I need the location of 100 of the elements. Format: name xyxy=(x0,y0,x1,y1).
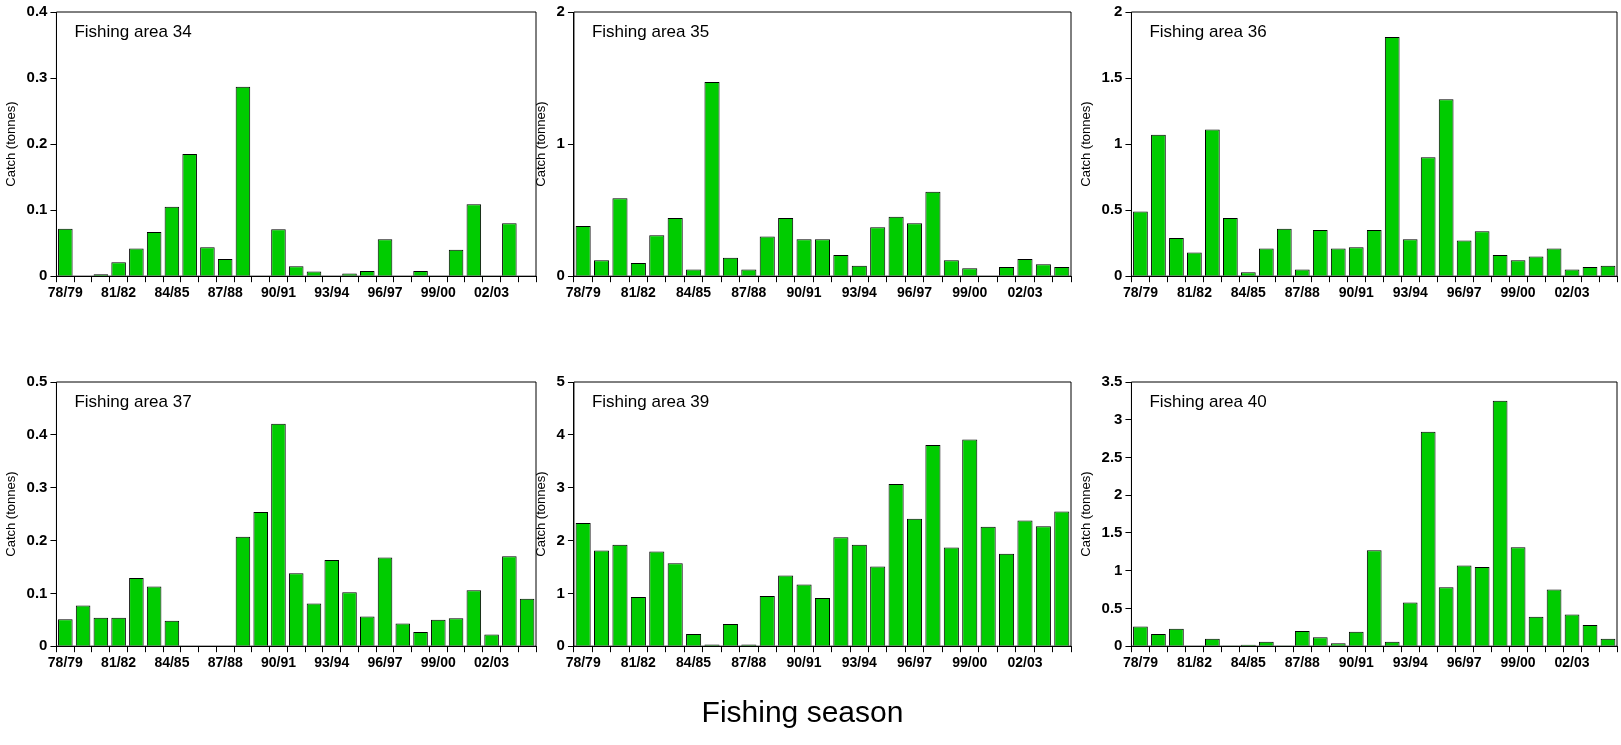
y-tick-label: 0 xyxy=(39,636,48,654)
y-axis-title: Catch (tonnes) xyxy=(533,101,549,187)
x-tick-label: 78/79 xyxy=(1122,284,1159,301)
x-tick-label: 78/79 xyxy=(1122,654,1159,671)
y-axis-title: Catch (tonnes) xyxy=(533,471,549,557)
x-tick-label: 93/94 xyxy=(841,284,878,301)
y-tick-label: 2.5 xyxy=(1101,447,1123,465)
x-tick-label: 90/91 xyxy=(1338,284,1374,301)
x-tick-label: 87/88 xyxy=(207,284,243,301)
y-tick-label: 0.1 xyxy=(26,583,48,601)
x-tick-label: 84/85 xyxy=(676,284,712,301)
y-tick-label: 3 xyxy=(556,477,565,495)
x-tick-label: 84/85 xyxy=(676,654,712,671)
text: Fishing area 35 xyxy=(591,22,710,42)
x-tick-label: 99/00 xyxy=(1500,284,1536,301)
x-tick-label: 81/82 xyxy=(620,284,657,301)
x-tick-label: 96/97 xyxy=(367,654,403,671)
y-tick-label: 0.5 xyxy=(1101,598,1123,616)
y-tick-label: 3 xyxy=(1114,409,1123,427)
x-tick-label: 99/00 xyxy=(952,284,988,301)
text: Fishing area 34 xyxy=(74,22,192,42)
x-tick-label: 02/03 xyxy=(1007,654,1043,671)
y-tick-label: 0 xyxy=(1114,636,1123,654)
y-tick-label: 2 xyxy=(556,2,565,20)
y-tick-label: 1 xyxy=(556,134,565,152)
x-tick-label: 02/03 xyxy=(474,654,510,671)
y-axis-title: Catch (tonnes) xyxy=(1078,471,1094,557)
y-tick-label: 0 xyxy=(1114,266,1123,284)
text: Fishing area 36 xyxy=(1149,22,1267,42)
y-tick-label: 0.5 xyxy=(1101,200,1123,218)
x-tick-label: 93/94 xyxy=(1392,284,1428,301)
y-tick-label: 1 xyxy=(556,583,565,601)
x-tick-label: 87/88 xyxy=(207,654,243,671)
text: Fishing area 39 xyxy=(591,392,710,412)
text: Fishing area 37 xyxy=(74,392,192,412)
y-tick-label: 0.2 xyxy=(26,530,48,548)
x-tick-label: 99/00 xyxy=(420,284,457,301)
text: Fishing area 40 xyxy=(1149,392,1267,412)
x-tick-label: 78/79 xyxy=(565,284,601,301)
y-tick-label: 0.1 xyxy=(26,200,48,218)
x-tick-label: 90/91 xyxy=(786,284,822,301)
x-tick-label: 99/00 xyxy=(1500,654,1536,671)
y-tick-label: 4 xyxy=(556,424,566,442)
x-tick-label: 84/85 xyxy=(1230,284,1267,301)
y-tick-label: 0.3 xyxy=(26,68,48,86)
x-tick-label: 93/94 xyxy=(314,654,350,671)
x-tick-label: 96/97 xyxy=(897,284,933,301)
x-tick-label: 93/94 xyxy=(1392,654,1428,671)
x-tick-label: 81/82 xyxy=(1176,654,1213,671)
y-axis-title: Catch (tonnes) xyxy=(1078,101,1094,187)
y-tick-label: 0.2 xyxy=(26,134,48,152)
x-tick-label: 93/94 xyxy=(314,284,350,301)
x-tick-label: 81/82 xyxy=(620,654,657,671)
y-axis-title: Catch (tonnes) xyxy=(3,101,19,187)
x-tick-label: 84/85 xyxy=(1230,654,1267,671)
x-tick-label: 87/88 xyxy=(731,284,767,301)
y-axis-title: Catch (tonnes) xyxy=(3,471,19,557)
x-tick-label: 02/03 xyxy=(1554,284,1590,301)
y-tick-label: 0 xyxy=(556,266,565,284)
x-tick-label: 84/85 xyxy=(154,654,190,671)
y-tick-label: 0.4 xyxy=(26,424,49,442)
x-axis-title: Fishing season xyxy=(700,695,905,729)
x-tick-label: 99/00 xyxy=(952,654,988,671)
y-tick-label: 5 xyxy=(556,372,565,390)
x-tick-label: 02/03 xyxy=(1554,654,1590,671)
x-tick-label: 90/91 xyxy=(260,284,297,301)
y-tick-label: 1.5 xyxy=(1101,523,1123,541)
x-tick-label: 96/97 xyxy=(1446,654,1482,671)
x-tick-label: 78/79 xyxy=(47,284,84,301)
x-tick-label: 87/88 xyxy=(731,654,767,671)
y-tick-label: 1.5 xyxy=(1101,68,1123,86)
x-tick-label: 78/79 xyxy=(47,654,84,671)
x-tick-label: 90/91 xyxy=(786,654,822,671)
y-tick-label: 0.5 xyxy=(26,372,48,390)
x-tick-label: 99/00 xyxy=(420,654,457,671)
y-tick-label: 0 xyxy=(39,266,48,284)
x-tick-label: 93/94 xyxy=(841,654,878,671)
y-tick-label: 1 xyxy=(1114,134,1123,152)
y-tick-label: 0.3 xyxy=(26,477,48,495)
x-tick-label: 87/88 xyxy=(1284,284,1321,301)
x-tick-label: 02/03 xyxy=(1007,284,1043,301)
x-tick-label: 87/88 xyxy=(1284,654,1321,671)
y-tick-label: 2 xyxy=(1114,485,1123,503)
y-tick-label: 2 xyxy=(556,530,565,548)
x-tick-label: 81/82 xyxy=(101,284,137,301)
x-tick-label: 96/97 xyxy=(1446,284,1482,301)
x-tick-label: 02/03 xyxy=(474,284,510,301)
y-tick-label: 0.4 xyxy=(26,2,49,20)
x-tick-label: 90/91 xyxy=(260,654,297,671)
y-tick-label: 0 xyxy=(556,636,565,654)
x-tick-label: 81/82 xyxy=(101,654,137,671)
y-tick-label: 1 xyxy=(1114,560,1123,578)
x-tick-label: 81/82 xyxy=(1176,284,1213,301)
x-tick-label: 84/85 xyxy=(154,284,190,301)
y-tick-label: 3.5 xyxy=(1101,372,1123,390)
x-tick-label: 78/79 xyxy=(565,654,601,671)
y-tick-label: 2 xyxy=(1114,2,1123,20)
x-tick-label: 96/97 xyxy=(367,284,403,301)
x-tick-label: 96/97 xyxy=(897,654,933,671)
x-tick-label: 90/91 xyxy=(1338,654,1374,671)
